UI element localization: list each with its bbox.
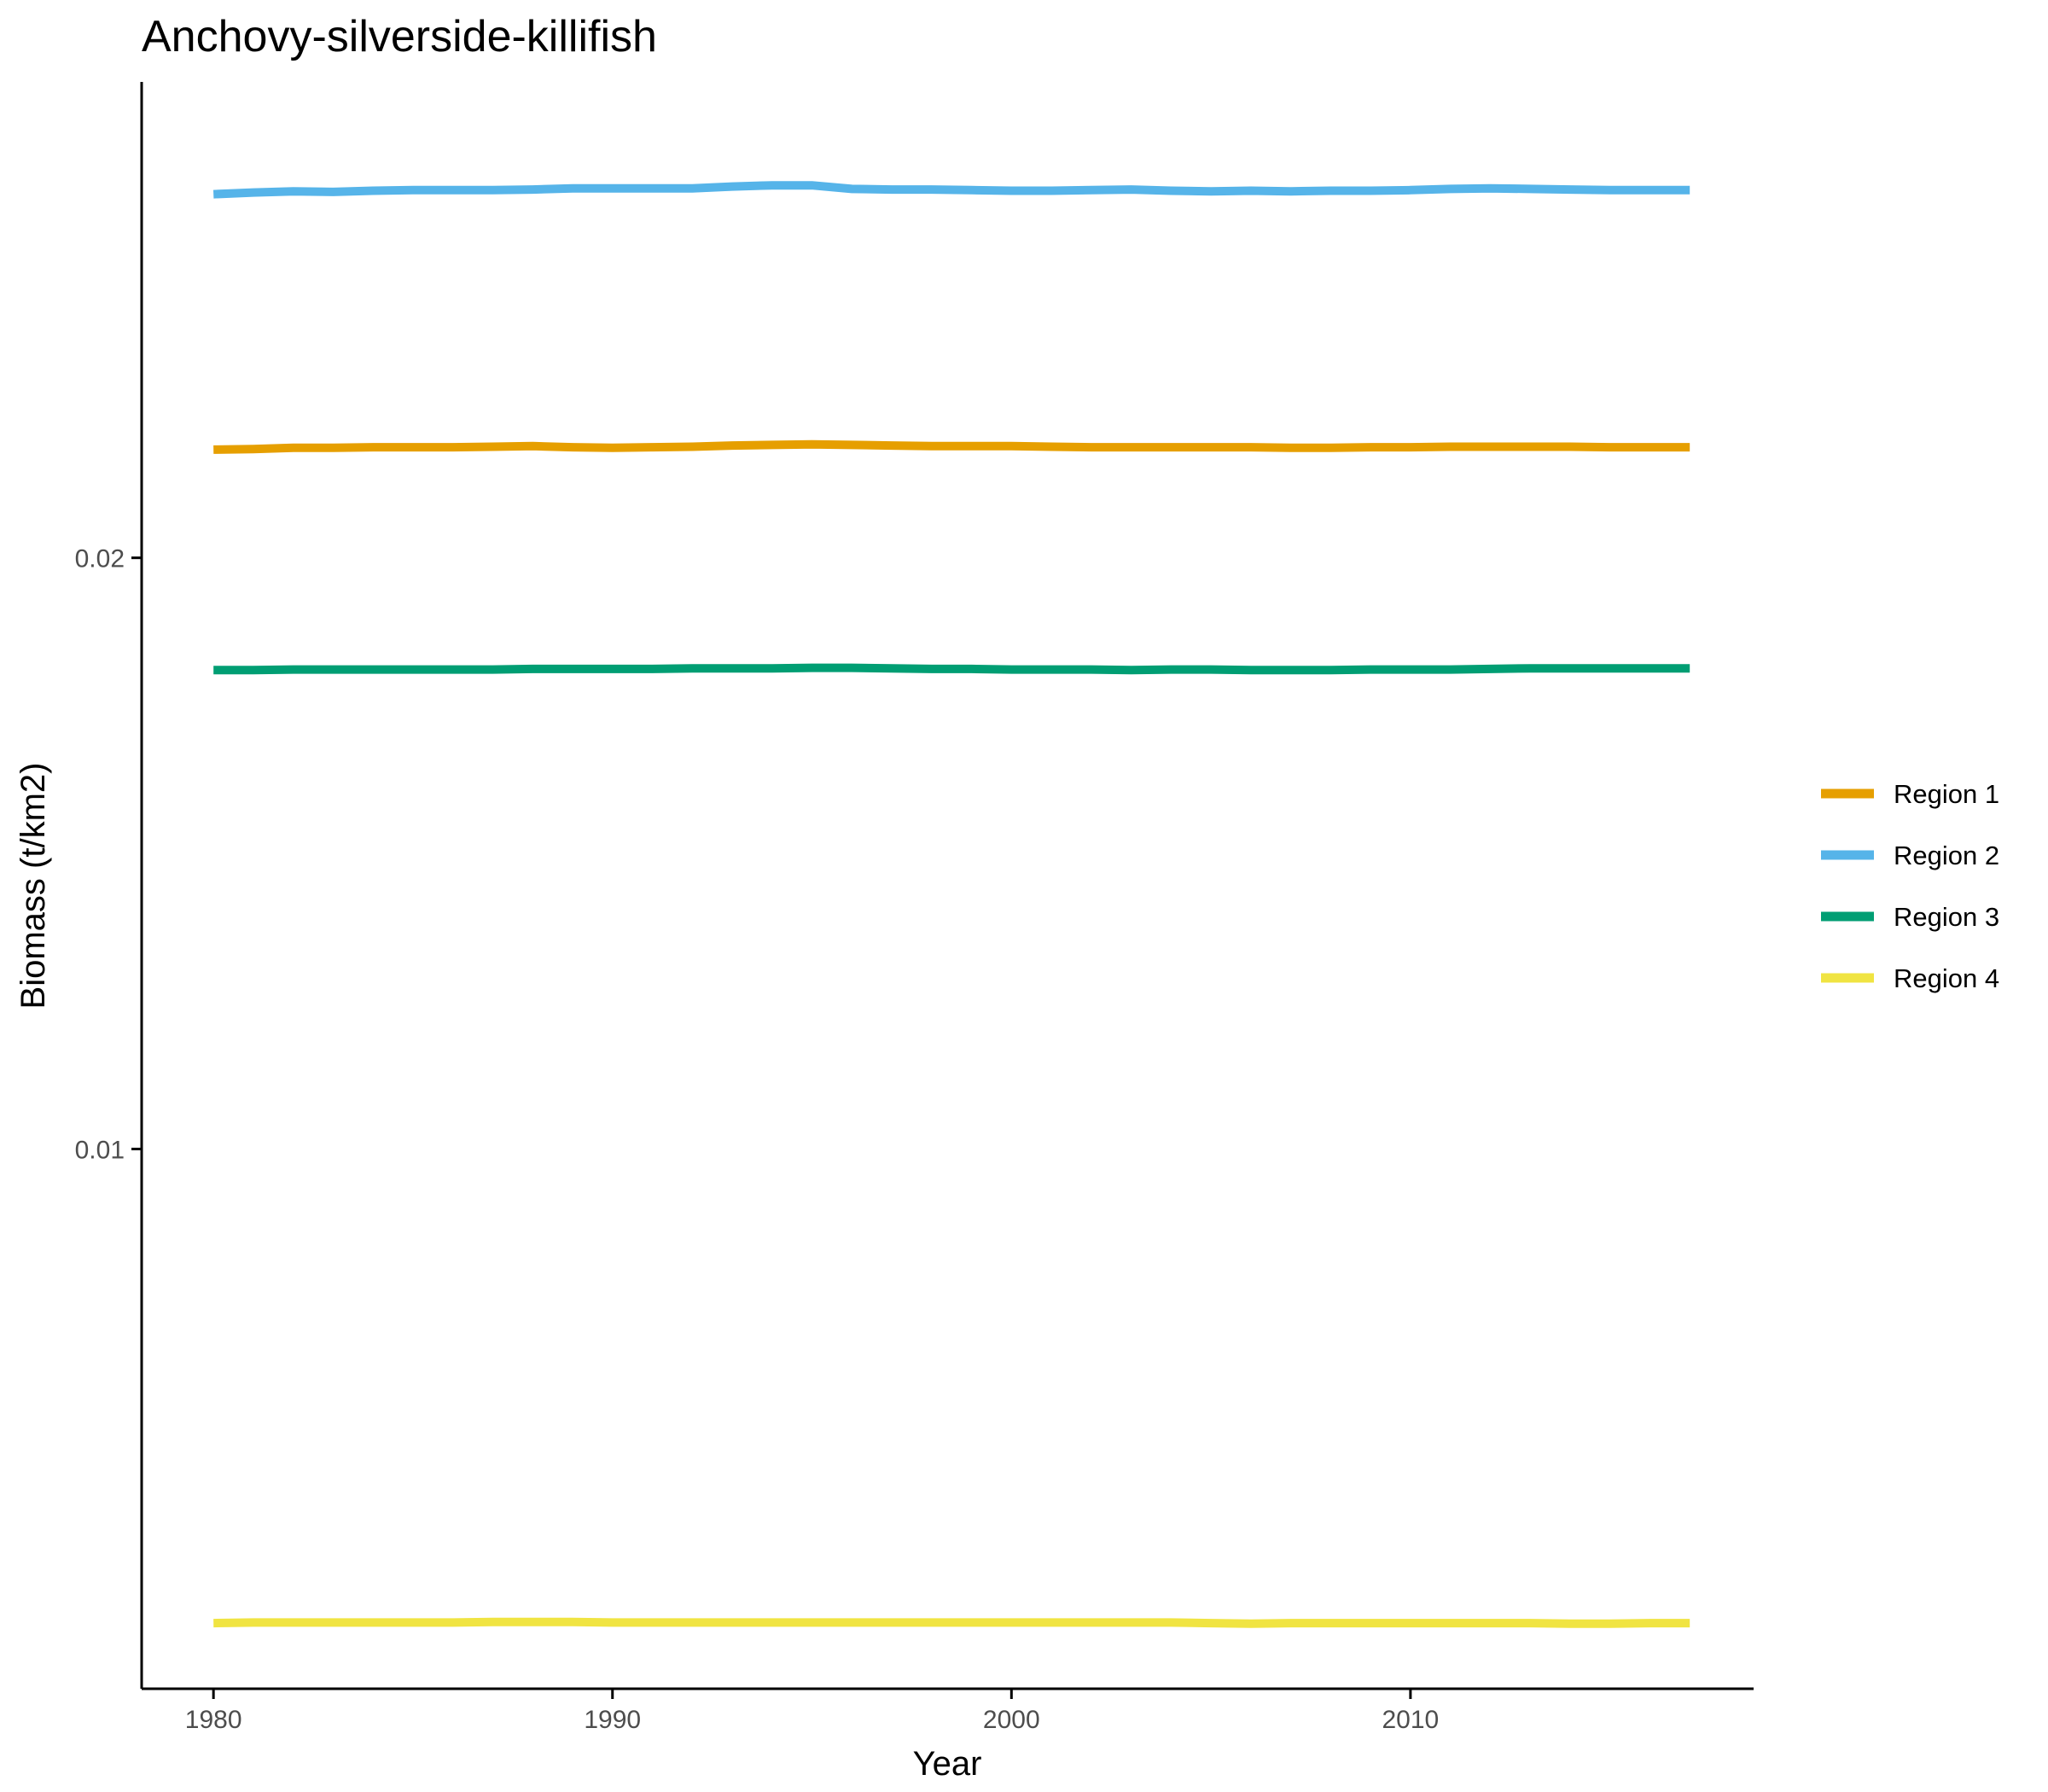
plot-area: 1980 1990 2000 2010 0.01 0.02 bbox=[75, 82, 1754, 1734]
y-ticks: 0.01 0.02 bbox=[75, 545, 142, 1164]
chart-title: Anchovy-silverside-killifish bbox=[142, 12, 657, 61]
legend-label-region-3: Region 3 bbox=[1894, 902, 1999, 932]
x-tick-label: 1980 bbox=[185, 1706, 242, 1734]
series-line-region-3 bbox=[213, 663, 1690, 675]
y-axis-title: Biomass (t/km2) bbox=[15, 763, 52, 1009]
legend: Region 1 Region 2 Region 3 Region 4 bbox=[1821, 779, 1999, 993]
legend-label-region-2: Region 2 bbox=[1894, 841, 1999, 870]
x-tick-label: 2000 bbox=[983, 1706, 1040, 1734]
x-axis-title: Year bbox=[913, 1745, 982, 1783]
legend-label-region-4: Region 4 bbox=[1894, 963, 1999, 993]
x-tick-label: 1990 bbox=[584, 1706, 641, 1734]
series-layer bbox=[212, 181, 1690, 1628]
series-line-region-1 bbox=[213, 439, 1690, 454]
series-line-region-4 bbox=[213, 1617, 1690, 1628]
series-line-region-2 bbox=[212, 181, 1690, 199]
y-tick-label: 0.02 bbox=[75, 545, 125, 573]
x-tick-label: 2010 bbox=[1382, 1706, 1440, 1734]
y-tick-label: 0.01 bbox=[75, 1136, 125, 1164]
x-ticks: 1980 1990 2000 2010 bbox=[185, 1689, 1439, 1734]
legend-label-region-1: Region 1 bbox=[1894, 779, 1999, 809]
